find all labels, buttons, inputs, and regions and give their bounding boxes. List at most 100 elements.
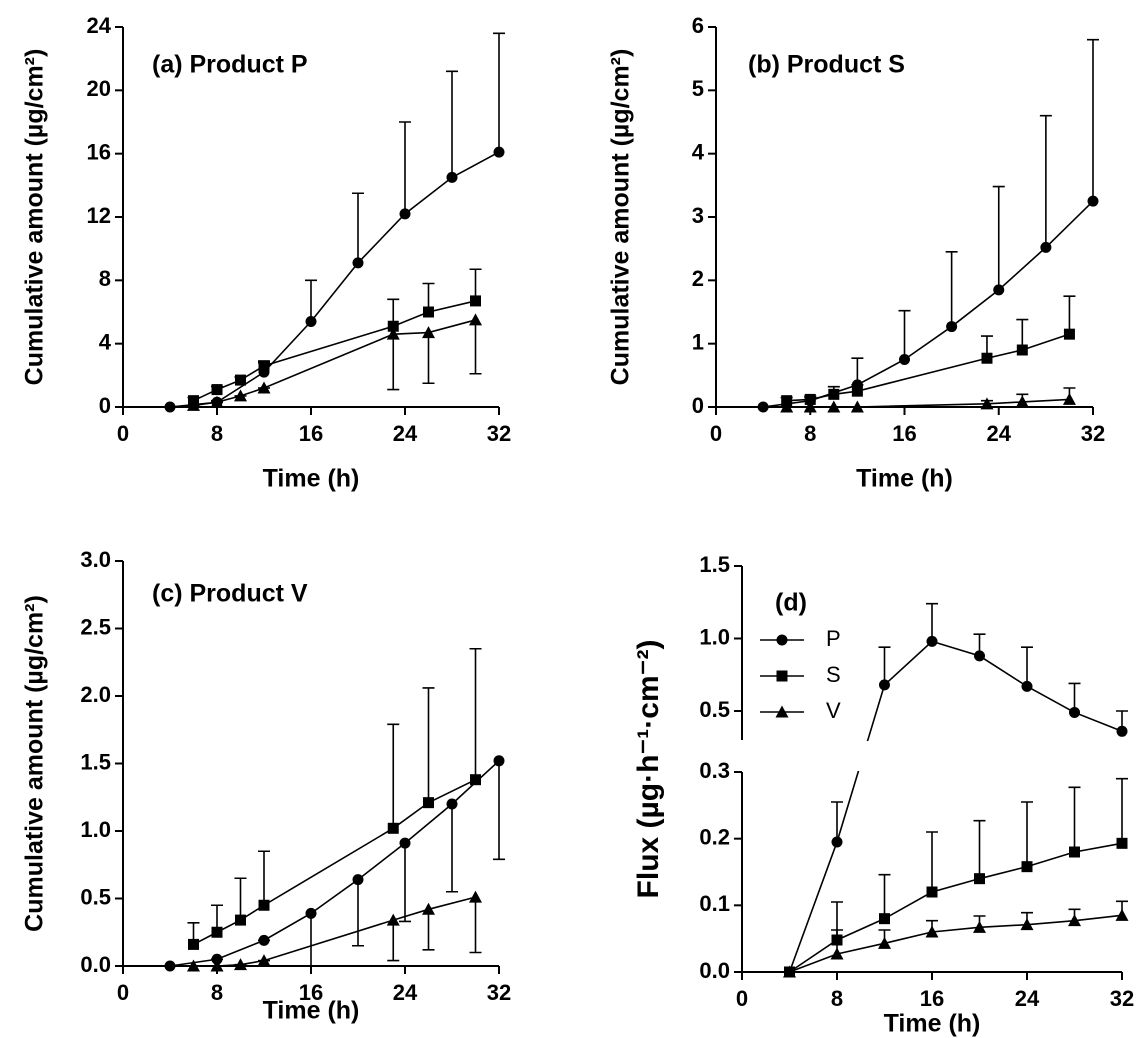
series-line [763, 200, 1094, 408]
series-line [169, 151, 500, 408]
data-point [470, 774, 481, 786]
data-point [211, 926, 223, 938]
legend-label: V [826, 698, 841, 723]
data-point [469, 890, 482, 903]
error-bar [1116, 777, 1128, 844]
panel-title: (d) [775, 589, 807, 617]
error-bar [399, 121, 411, 214]
error-bar [305, 279, 317, 322]
data-point [423, 797, 434, 809]
x-tick-label: 24 [1015, 986, 1040, 1011]
x-tick-label: 24 [393, 421, 418, 446]
data-point [211, 953, 223, 965]
error-bar [1039, 114, 1052, 248]
error-bar [926, 831, 938, 892]
data-point [879, 679, 890, 691]
series-line [789, 914, 1123, 973]
x-axis-label: Time (h) [263, 465, 360, 493]
data-point [423, 306, 434, 318]
panel-title: (a) Product P [152, 51, 308, 79]
series-line [193, 319, 476, 407]
data-point [1116, 725, 1128, 737]
data-point [757, 401, 769, 413]
data-point [879, 913, 890, 925]
x-tick-label: 16 [299, 421, 323, 446]
series-line [193, 896, 476, 967]
x-tick-label: 0 [710, 421, 722, 446]
y-axis-label: Flux (µg·h⁻¹·cm⁻²) [632, 640, 665, 899]
y-tick-label: 0 [99, 393, 111, 418]
data-point [993, 284, 1005, 296]
error-bar [234, 877, 247, 921]
data-point [188, 938, 199, 950]
data-point [851, 385, 863, 397]
data-point [258, 934, 270, 946]
error-bar [1068, 786, 1081, 852]
data-point [422, 902, 435, 915]
y-tick-label: 1 [692, 329, 704, 354]
data-point [305, 316, 317, 327]
data-point [878, 936, 891, 949]
error-bar [1063, 295, 1076, 335]
panel-title: (b) Product S [748, 51, 905, 79]
x-tick-label: 24 [393, 980, 418, 1005]
x-tick-label: 8 [211, 421, 223, 446]
y-tick-label: 0.5 [80, 884, 111, 909]
error-bar [399, 843, 411, 923]
y-axis-label: Cumulative amount (µg/cm²) [607, 49, 635, 386]
legend-marker [776, 634, 788, 646]
data-point [210, 395, 224, 408]
legend-marker [776, 670, 788, 682]
data-point [187, 959, 200, 972]
y-tick-label: 20 [87, 76, 111, 101]
x-tick-label: 0 [117, 421, 129, 446]
y-tick-label: 1.5 [80, 749, 111, 774]
x-tick-label: 8 [831, 986, 843, 1011]
data-point [804, 393, 816, 405]
error-bar [1021, 801, 1033, 867]
data-point [493, 146, 505, 158]
data-point [305, 907, 317, 919]
x-tick-label: 8 [804, 421, 816, 446]
x-tick-label: 8 [211, 980, 223, 1005]
data-point [973, 920, 986, 933]
y-tick-label: 0.3 [699, 758, 730, 783]
data-point [422, 326, 435, 339]
y-tick-label: 8 [99, 266, 111, 291]
data-point [1116, 837, 1128, 849]
data-point [1115, 908, 1129, 921]
y-axis-label: Cumulative amount (µg/cm²) [21, 49, 49, 386]
error-bar [446, 70, 458, 178]
y-tick-label: 0.0 [80, 952, 111, 977]
x-tick-label: 0 [117, 980, 129, 1005]
error-bar [352, 192, 364, 263]
y-tick-label: 3.0 [80, 547, 111, 572]
data-point [164, 960, 176, 972]
data-point [187, 398, 200, 411]
x-tick-label: 24 [987, 421, 1012, 446]
error-bar [878, 646, 891, 685]
data-point [1021, 680, 1033, 692]
y-tick-label: 5 [692, 76, 704, 101]
data-point [387, 320, 399, 332]
data-point [257, 381, 271, 394]
data-point [946, 321, 958, 333]
x-axis-label: Time (h) [856, 465, 953, 493]
x-tick-label: 32 [487, 980, 511, 1005]
data-point [234, 958, 247, 971]
x-tick-label: 32 [1110, 986, 1134, 1011]
data-point [783, 965, 796, 978]
data-point [399, 837, 411, 849]
error-bar [1021, 646, 1033, 687]
data-point [1040, 241, 1052, 253]
data-point [386, 327, 400, 340]
y-tick-label: 2.5 [80, 614, 111, 639]
data-point [1069, 706, 1080, 718]
panel-title: (c) Product V [152, 580, 308, 608]
x-axis-label: Time (h) [263, 997, 360, 1025]
legend-label: P [826, 626, 841, 651]
data-point [211, 384, 223, 396]
data-point [352, 874, 364, 886]
y-tick-label: 0.5 [699, 697, 730, 722]
